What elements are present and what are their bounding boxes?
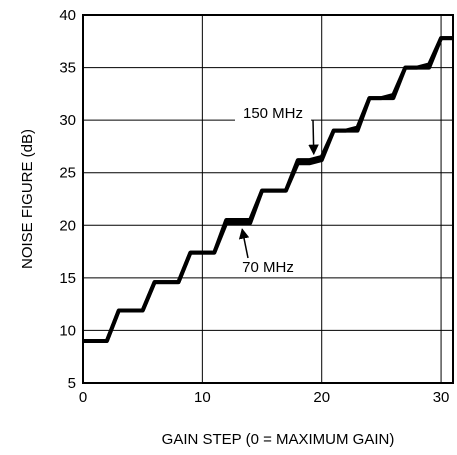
y-tick-label-15: 15: [59, 270, 76, 287]
y-tick-label-20: 20: [59, 217, 76, 234]
tick-labels: 0 10 20 30 5 10 15 20 25 30 35 40: [59, 7, 449, 406]
plot-frame: [82, 14, 454, 384]
annotations: 150 MHz 70 MHz: [230, 104, 319, 276]
y-tick-label-25: 25: [59, 165, 76, 182]
x-tick-label-10: 10: [194, 389, 211, 406]
x-tick-label-20: 20: [313, 389, 330, 406]
y-tick-label-35: 35: [59, 60, 76, 77]
data-curves: [83, 36, 453, 343]
annotation-arrow-1: [238, 228, 250, 259]
grid-lines: [83, 15, 453, 383]
annotation-label-1: 70 MHz: [242, 259, 294, 276]
series-line-1: [83, 36, 453, 343]
y-tick-label-5: 5: [68, 375, 76, 392]
x-tick-label-0: 0: [79, 389, 87, 406]
x-tick-label-30: 30: [433, 389, 450, 406]
y-tick-label-40: 40: [59, 7, 76, 24]
annotation-bg-1: [230, 258, 306, 276]
annotation-bg-0: [235, 104, 311, 122]
annotation-label-0: 150 MHz: [243, 105, 303, 122]
y-axis-title: NOISE FIGURE (dB): [19, 129, 36, 269]
y-tick-label-30: 30: [59, 112, 76, 129]
y-tick-label-10: 10: [59, 322, 76, 339]
annotation-arrow-0: [308, 119, 319, 156]
x-axis-title: GAIN STEP (0 = MAXIMUM GAIN): [162, 431, 395, 448]
